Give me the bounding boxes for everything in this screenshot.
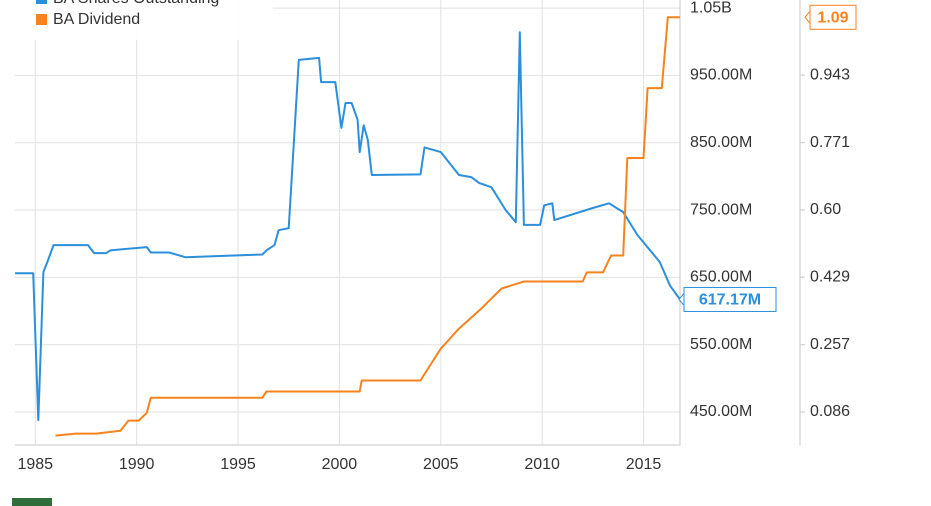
y2-tick-label: 0.60 bbox=[810, 201, 841, 218]
x-tick-label: 1990 bbox=[119, 456, 155, 473]
labels: 1985 1990 1995 2000 2005 2010 2015 1.05B 950.00M… bbox=[17, 0, 857, 473]
legend-label: BA Dividend bbox=[53, 11, 140, 28]
end-label-pointer bbox=[678, 293, 685, 306]
legend-swatch bbox=[36, 14, 47, 25]
lines bbox=[15, 16, 681, 437]
end-label: 617.17M bbox=[699, 292, 761, 309]
x-tick-label: 1995 bbox=[220, 456, 256, 473]
y2-tick-label: 0.257 bbox=[810, 336, 850, 353]
legend: BA Shares Outstanding BA Dividend bbox=[15, 0, 273, 40]
end-label-box bbox=[809, 4, 857, 30]
y-tick-label: 950.00M bbox=[690, 67, 752, 84]
y2-tick-label: 0.943 bbox=[810, 66, 850, 83]
x-tick-label: 2015 bbox=[626, 456, 662, 473]
end-label-box bbox=[683, 286, 777, 312]
legend-box bbox=[15, 0, 273, 40]
y-tick-label: 850.00M bbox=[690, 134, 752, 151]
logo bbox=[12, 498, 52, 506]
y2-tick-label: 0.771 bbox=[810, 134, 850, 151]
y-tick-label: 650.00M bbox=[690, 269, 752, 286]
end-label: 1.09 bbox=[817, 10, 848, 27]
series-line bbox=[55, 16, 680, 437]
y-tick-label: 550.00M bbox=[690, 336, 752, 353]
legend-label: BA Shares Outstanding bbox=[53, 0, 219, 7]
end-label-pointer bbox=[804, 10, 811, 24]
y-tick-label: 450.00M bbox=[690, 403, 752, 420]
x-tick-label: 2005 bbox=[423, 456, 459, 473]
legend-swatch bbox=[36, 0, 47, 4]
y2-tick-label: 0.086 bbox=[810, 403, 850, 420]
y2-tick-label: 0.429 bbox=[810, 268, 850, 285]
x-tick-label: 1985 bbox=[17, 456, 53, 473]
y-tick-label: 1.05B bbox=[690, 0, 732, 16]
y-tick-label: 750.00M bbox=[690, 201, 752, 218]
x-tick-label: 2000 bbox=[322, 456, 358, 473]
x-tick-label: 2010 bbox=[524, 456, 560, 473]
series-line bbox=[15, 31, 681, 422]
